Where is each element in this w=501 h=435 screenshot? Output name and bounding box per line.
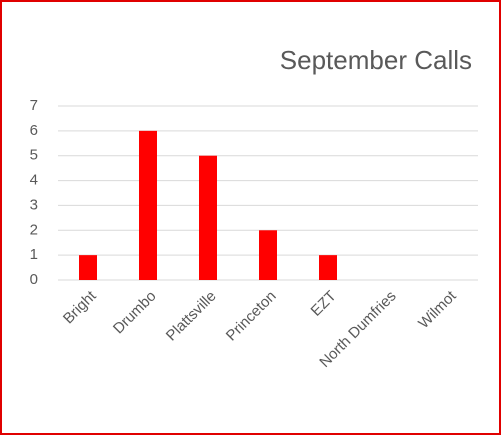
y-tick-label: 5 (30, 147, 38, 164)
y-tick-label: 3 (30, 196, 38, 213)
y-tick-label: 0 (30, 271, 38, 288)
bar (259, 230, 277, 280)
chart-title: September Calls (280, 45, 472, 75)
bar (199, 155, 217, 280)
bar (79, 255, 97, 280)
bar (319, 255, 337, 280)
y-tick-label: 6 (30, 122, 38, 139)
y-tick-label: 2 (30, 221, 38, 238)
y-tick-label: 1 (30, 246, 38, 263)
bar (139, 130, 157, 280)
y-tick-label: 7 (30, 97, 38, 114)
y-tick-label: 4 (30, 172, 38, 189)
